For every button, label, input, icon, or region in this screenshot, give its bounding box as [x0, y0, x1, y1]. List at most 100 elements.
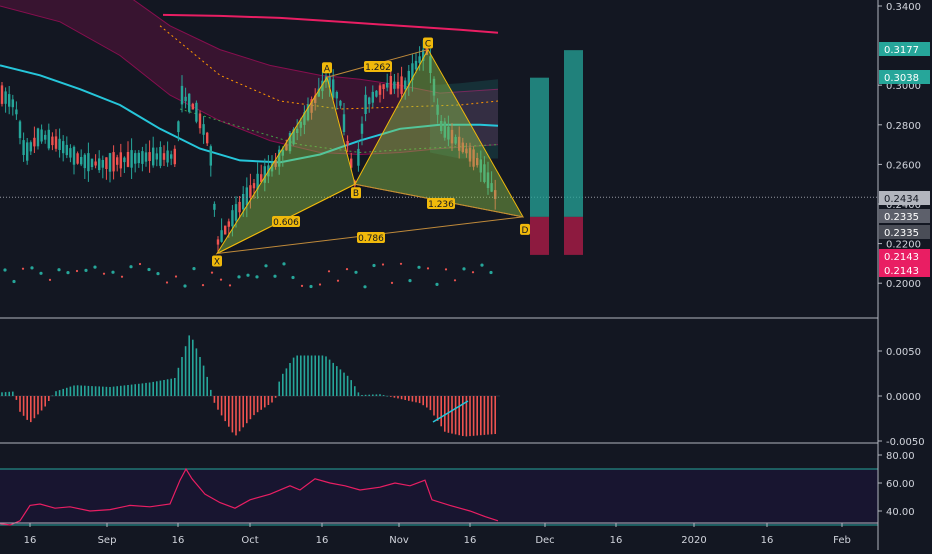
price-panel[interactable]: X A B C D 0.606 1.262 1.236 0.786: [0, 0, 878, 444]
momentum-bar: [454, 396, 457, 435]
candle-body: [288, 133, 292, 152]
candle-body: [407, 70, 410, 86]
fractal-dot: [3, 268, 7, 272]
fractal-dot: [174, 275, 178, 278]
momentum-bar: [62, 388, 64, 396]
position-stop-zone[interactable]: [564, 216, 583, 255]
candle-body: [108, 153, 112, 172]
level-badge[interactable]: [879, 249, 930, 263]
momentum-bar: [339, 369, 342, 396]
candle-body: [443, 121, 446, 138]
level-badge[interactable]: [879, 70, 930, 84]
momentum-bar: [22, 396, 25, 416]
level-badge-label: 0.2434: [884, 194, 919, 205]
position-stop-zone[interactable]: [530, 216, 549, 255]
momentum-bar: [148, 382, 151, 396]
momentum-bar: [19, 396, 21, 412]
candle-body: [80, 157, 83, 165]
candle-body: [321, 80, 324, 92]
candle-body: [206, 132, 209, 144]
momentum-bar: [310, 355, 313, 396]
momentum-bar: [361, 395, 363, 396]
momentum-bar: [332, 362, 334, 396]
momentum-bar: [166, 379, 169, 396]
momentum-bar: [476, 396, 478, 436]
candle-body: [159, 147, 162, 166]
momentum-bar: [415, 396, 417, 403]
momentum-bar: [289, 363, 291, 396]
momentum-bar: [138, 383, 140, 396]
momentum-bar: [98, 386, 100, 396]
momentum-bar: [408, 396, 410, 401]
fractal-dot: [219, 278, 223, 281]
rsi-line[interactable]: [0, 467, 499, 526]
fractal-dot: [291, 275, 295, 280]
candle-body: [36, 128, 40, 147]
level-badge[interactable]: [879, 225, 930, 239]
fractal-dot: [363, 285, 367, 289]
fractal-dot: [264, 264, 268, 268]
fractal-dot: [462, 267, 466, 271]
momentum-bar: [429, 396, 432, 411]
candle-body: [375, 90, 378, 97]
momentum-bar: [156, 381, 158, 396]
fractal-dot: [39, 271, 43, 275]
momentum-bar: [170, 378, 172, 396]
fractal-dot: [21, 267, 25, 270]
fractal-dot: [372, 263, 376, 268]
momentum-tick-label: -0.0050: [886, 437, 925, 448]
level-badge[interactable]: [879, 263, 930, 277]
momentum-bar: [253, 396, 255, 416]
level-badge[interactable]: [879, 209, 930, 223]
fractal-dot: [435, 282, 439, 286]
price-tick-label: 0.2200: [886, 240, 921, 251]
momentum-bar: [30, 396, 32, 423]
fractal-dot: [408, 279, 412, 283]
fractal-dot: [354, 270, 358, 274]
level-badge[interactable]: [879, 42, 930, 56]
momentum-bar: [231, 396, 234, 433]
candle-body: [296, 128, 299, 133]
momentum-bar: [120, 385, 122, 396]
level-badge[interactable]: [879, 191, 930, 205]
rsi-tick-label: 40.00: [886, 507, 915, 518]
fractal-dot: [129, 265, 133, 269]
momentum-bar: [400, 396, 403, 400]
momentum-bar: [422, 396, 424, 406]
pattern-ratio-label: 0.786: [358, 234, 384, 244]
momentum-bar: [397, 396, 399, 399]
candle-body: [54, 136, 58, 149]
momentum-bar: [51, 395, 54, 397]
pattern-ratio-badge: [272, 216, 300, 227]
momentum-divergence-line[interactable]: [432, 400, 469, 423]
momentum-bar: [33, 396, 36, 419]
position-target-zone[interactable]: [564, 50, 583, 217]
fractal-dot: [336, 279, 340, 282]
candle-body: [346, 141, 349, 146]
candle-body: [472, 149, 475, 167]
fractal-dot: [327, 270, 331, 273]
candle-body: [479, 159, 482, 173]
momentum-panel[interactable]: [0, 335, 500, 437]
position-target-zone[interactable]: [530, 77, 549, 217]
rsi-panel[interactable]: [0, 467, 878, 526]
momentum-bar: [224, 396, 226, 422]
pattern-ratio-badge: [364, 61, 392, 72]
momentum-bar: [163, 380, 165, 396]
candle-body: [191, 103, 194, 110]
pattern-ratio-label: 1.262: [365, 63, 391, 73]
candle-body: [18, 121, 22, 139]
candle-body: [458, 136, 461, 151]
candle-body: [234, 204, 238, 221]
level-badge-label: 0.2143: [884, 252, 919, 263]
momentum-bar: [390, 396, 392, 397]
momentum-bar: [292, 357, 295, 396]
momentum-bar: [40, 396, 43, 411]
momentum-bar: [433, 396, 435, 416]
momentum-bar: [444, 396, 446, 432]
candle-body: [162, 153, 166, 160]
candle-body: [314, 95, 317, 103]
